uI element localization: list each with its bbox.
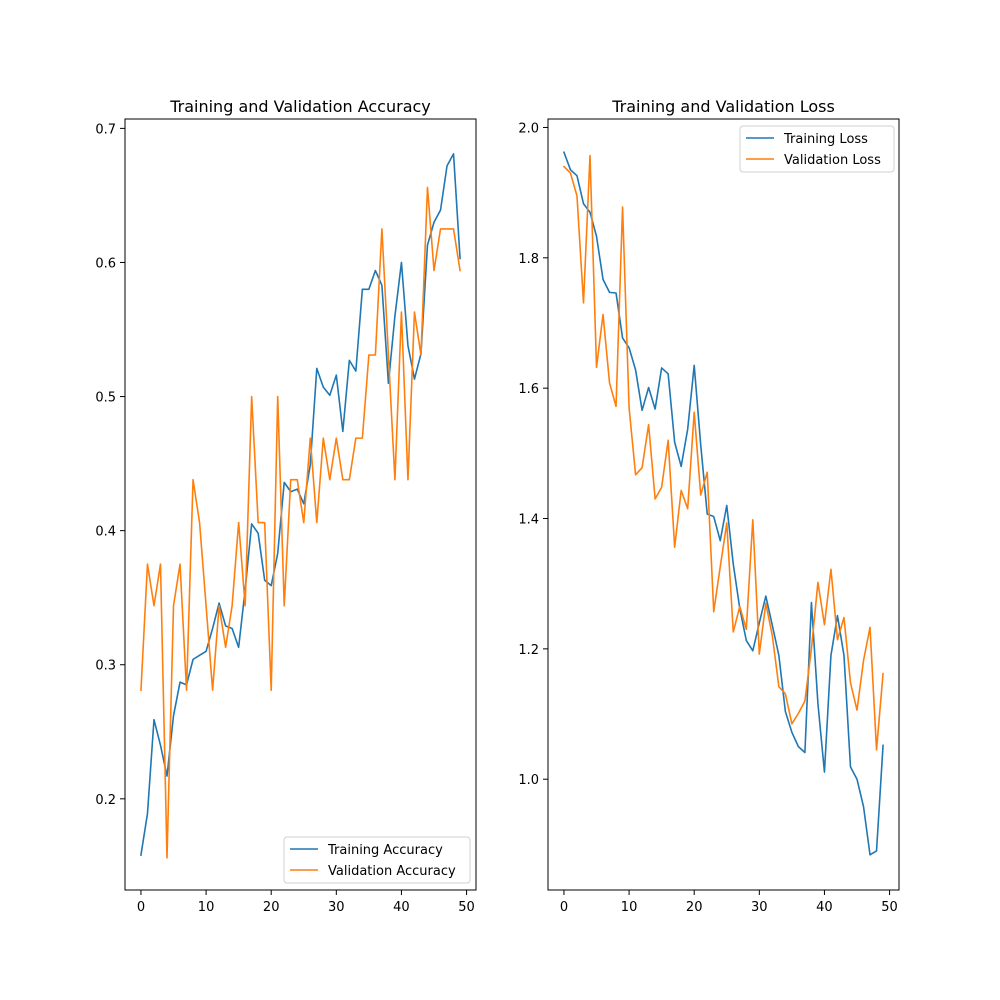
loss-x-tick-label: 10 — [621, 900, 638, 915]
loss-x-tick-label: 20 — [686, 900, 703, 915]
loss-series-line-validation-loss — [562, 154, 884, 751]
loss-chart-title: Training and Validation Loss — [611, 97, 835, 116]
loss-x-tick-label: 50 — [881, 900, 898, 915]
loss-chart: Training and Validation Loss 0 10 20 30 40 50… — [518, 97, 900, 915]
accuracy-x-tick-label: 0 — [137, 900, 145, 915]
accuracy-chart: Training and Validation Accuracy 0 10 20 30… — [95, 97, 477, 915]
accuracy-x-tick-label: 10 — [198, 900, 215, 915]
loss-legend-box — [739, 125, 895, 173]
loss-axes-frame — [547, 118, 900, 891]
loss-y-tick-label: 1.0 — [518, 773, 539, 788]
loss-y-tick-label: 2.0 — [518, 121, 539, 136]
accuracy-y-tick-label: 0.5 — [95, 391, 116, 406]
loss-legend: Training Loss Validation Loss — [739, 125, 895, 173]
loss-x-tick-label: 40 — [816, 900, 833, 915]
loss-y-tick-label: 1.2 — [518, 643, 539, 658]
loss-y-tick-label: 1.4 — [518, 513, 539, 528]
accuracy-x-tick-label: 40 — [393, 900, 410, 915]
accuracy-x-tick-label: 30 — [328, 900, 345, 915]
loss-plot-area: 0 10 20 30 40 50 1.0 1.2 1.4 1.6 1.8 2.0 — [518, 118, 900, 915]
accuracy-chart-title: Training and Validation Accuracy — [169, 97, 431, 116]
accuracy-y-tick-label: 0.6 — [95, 256, 116, 271]
legend-label-validation-loss: Validation Loss — [784, 153, 881, 168]
accuracy-plot-area: 0 10 20 30 40 50 0.2 0.3 0.4 0.5 0.6 0.7 — [95, 118, 477, 915]
accuracy-legend-box — [283, 836, 471, 884]
legend-label-training-loss: Training Loss — [783, 132, 868, 147]
accuracy-y-tick-label: 0.2 — [95, 793, 116, 808]
loss-y-tick-label: 1.6 — [518, 382, 539, 397]
loss-x-tick-label: 30 — [751, 900, 768, 915]
accuracy-y-tick-label: 0.4 — [95, 525, 116, 540]
loss-series-line-training-loss — [562, 151, 884, 856]
accuracy-x-tick-label: 20 — [263, 900, 280, 915]
loss-y-tick-label: 1.8 — [518, 252, 539, 267]
accuracy-series-line-validation-accuracy — [140, 186, 461, 859]
accuracy-x-tick-label: 50 — [458, 900, 475, 915]
accuracy-y-tick-label: 0.7 — [95, 122, 116, 137]
legend-label-training-accuracy: Training Accuracy — [327, 843, 443, 858]
accuracy-axes-frame — [124, 118, 477, 891]
legend-label-validation-accuracy: Validation Accuracy — [328, 864, 456, 879]
loss-x-tick-label: 0 — [560, 900, 568, 915]
accuracy-legend: Training Accuracy Validation Accuracy — [283, 836, 471, 884]
accuracy-y-tick-label: 0.3 — [95, 659, 116, 674]
